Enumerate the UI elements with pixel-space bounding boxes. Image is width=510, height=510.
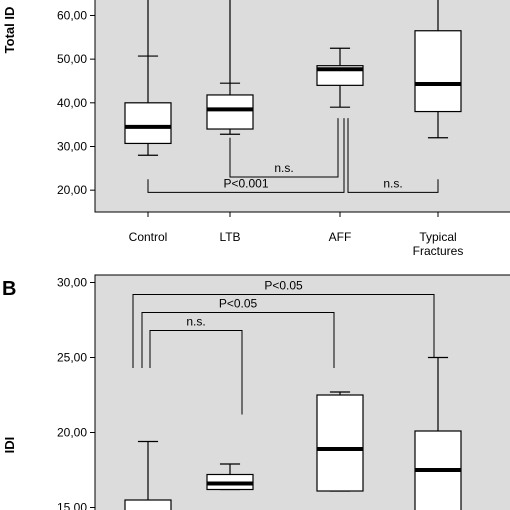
significance-bracket: P<0.05 — [141, 297, 335, 368]
panel-label: B — [2, 278, 16, 300]
y-tick-label: 40,00 — [57, 96, 87, 110]
y-axis-label: IDI — [2, 437, 17, 454]
box-aff — [316, 391, 364, 492]
boxes-group: P<0.05 P<0.05 n.s. — [124, 279, 462, 510]
y-tick-label: 15,00 — [57, 501, 87, 510]
y-tick-label: 20,00 — [57, 426, 87, 440]
box-iqr — [316, 394, 364, 492]
bracket-line — [141, 312, 335, 368]
y-axis-label: Total ID — [2, 7, 17, 54]
significance-bracket: n.s. — [347, 118, 439, 193]
bracket-line — [347, 118, 439, 193]
significance-bracket: P<0.001 — [147, 118, 345, 193]
box-typical-fractures — [414, 356, 462, 510]
bracket-line — [229, 118, 339, 178]
annotation-label: P<0.001 — [223, 176, 268, 190]
box-iqr — [414, 30, 462, 113]
bracket-line — [149, 330, 243, 415]
bracket-line — [132, 294, 435, 368]
panel-a: 20,00 30,00 40,00 50,00 60,00 Total ID n.s. P<0… — [2, 0, 510, 258]
y-tick-label: 30,00 — [57, 276, 87, 290]
x-tick-label: Control — [129, 230, 168, 244]
significance-bracket: n.s. — [229, 118, 339, 178]
bracket-line — [147, 118, 345, 193]
y-tick-label: 25,00 — [57, 351, 87, 365]
y-tick-label: 20,00 — [57, 183, 87, 197]
x-tick-label: AFF — [329, 230, 352, 244]
box-iqr — [206, 94, 254, 130]
box-ltb — [206, 0, 254, 135]
y-tick-label: 50,00 — [57, 52, 87, 66]
significance-bracket: n.s. — [149, 315, 243, 415]
annotation-label: P<0.05 — [219, 297, 258, 311]
box-ltb — [206, 463, 254, 491]
boxes-group: n.s. P<0.001 n.s. — [124, 0, 462, 193]
y-tick-label: 60,00 — [57, 8, 87, 22]
x-tick-label: LTB — [219, 230, 240, 244]
box-aff — [316, 47, 364, 108]
box-control — [124, 440, 172, 510]
box-typical-fractures — [414, 0, 462, 139]
x-tick-label: Fractures — [413, 244, 464, 258]
significance-bracket: P<0.05 — [132, 279, 435, 368]
x-tick-label: Typical — [419, 230, 456, 244]
annotation-label: n.s. — [274, 161, 293, 175]
box-iqr — [124, 102, 172, 145]
box-iqr — [124, 499, 172, 510]
annotation-label: n.s. — [383, 176, 402, 190]
y-tick-label: 30,00 — [57, 139, 87, 153]
annotation-label: n.s. — [186, 315, 205, 329]
box-control — [124, 0, 172, 156]
panel-b: 15,00 20,00 25,00 30,00 IDI B P<0.05 P<0.05 n.s. — [2, 274, 510, 510]
annotation-label: P<0.05 — [264, 279, 303, 293]
